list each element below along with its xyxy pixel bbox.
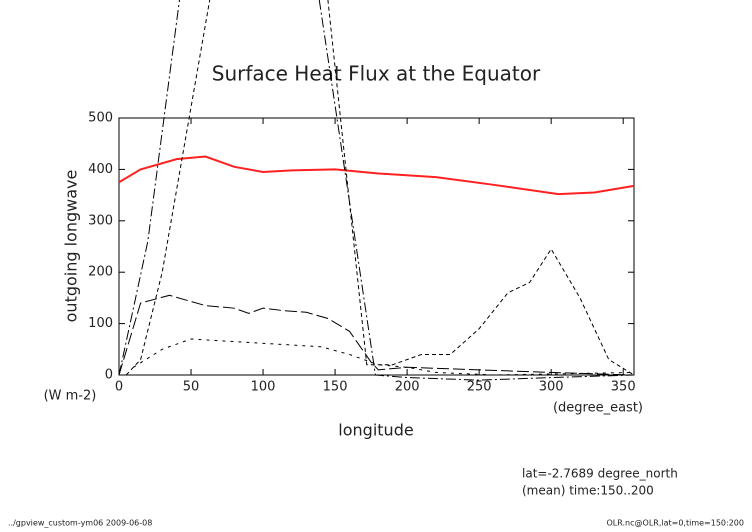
y-tick-label: 100 [88, 316, 113, 331]
series-line [118, 0, 635, 381]
footer: ../gpview_custom-ym06 2009-06-08 [8, 519, 152, 528]
footer: OLR.nc@OLR,lat=0,time=150:200 [606, 519, 744, 528]
series-line [118, 155, 635, 196]
annotation: (mean) time:150..200 [522, 484, 654, 498]
series-line [125, 0, 635, 376]
y-tick-label: 300 [88, 213, 113, 228]
x-tick-label: 100 [251, 380, 276, 395]
x-label: longitude [338, 421, 413, 440]
annotation: lat=-2.7689 degree_north [522, 467, 678, 481]
x-tick-label: 150 [323, 380, 348, 395]
y-tick-label: 500 [88, 111, 113, 126]
x-tick-label: 350 [611, 380, 636, 395]
x-tick-label: 50 [183, 380, 200, 395]
series-line [118, 294, 635, 376]
series-line [133, 338, 635, 376]
y-label: outgoing longwave [62, 170, 81, 323]
y-tick-label: 0 [105, 368, 113, 383]
x-tick-label: 0 [115, 380, 123, 395]
y-tick-label: 200 [88, 265, 113, 280]
y-units: (W m-2) [44, 389, 97, 404]
chart-title: Surface Heat Flux at the Equator [212, 62, 541, 86]
y-tick-label: 400 [88, 162, 113, 177]
x-tick-label: 300 [539, 380, 564, 395]
x-tick-label: 200 [395, 380, 420, 395]
x-tick-label: 250 [467, 380, 492, 395]
x-units: (degree_east) [553, 401, 643, 416]
